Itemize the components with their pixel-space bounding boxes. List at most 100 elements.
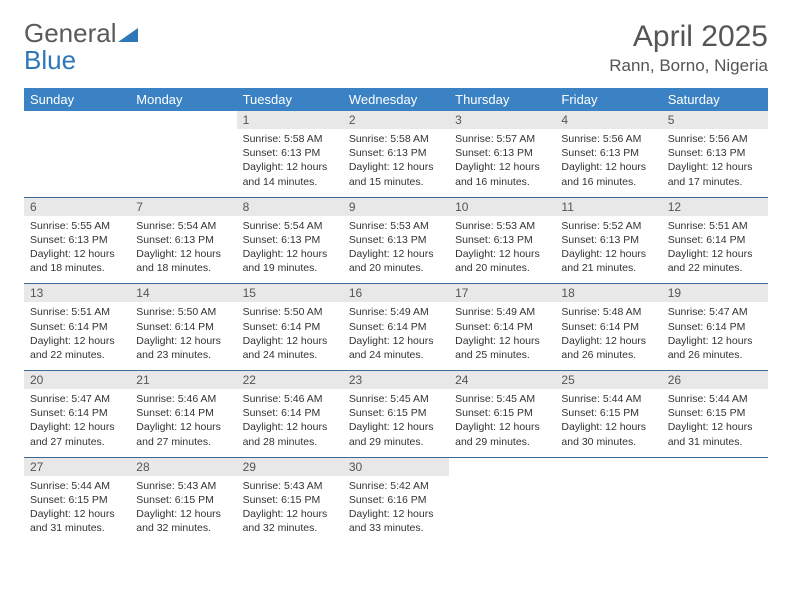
logo: GeneralBlue [24,20,138,75]
day-number: 12 [662,198,768,216]
day-content: Sunrise: 5:52 AMSunset: 6:13 PMDaylight:… [555,216,661,284]
calendar-cell: 11Sunrise: 5:52 AMSunset: 6:13 PMDayligh… [555,197,661,284]
calendar-cell: 22Sunrise: 5:46 AMSunset: 6:14 PMDayligh… [237,371,343,458]
day-content: Sunrise: 5:46 AMSunset: 6:14 PMDaylight:… [237,389,343,457]
day-number: 7 [130,198,236,216]
calendar-cell: 21Sunrise: 5:46 AMSunset: 6:14 PMDayligh… [130,371,236,458]
calendar-cell: 15Sunrise: 5:50 AMSunset: 6:14 PMDayligh… [237,284,343,371]
calendar-cell: 8Sunrise: 5:54 AMSunset: 6:13 PMDaylight… [237,197,343,284]
calendar-cell: 7Sunrise: 5:54 AMSunset: 6:13 PMDaylight… [130,197,236,284]
day-number: 3 [449,111,555,129]
calendar-cell: .. [449,457,555,543]
calendar-cell: 28Sunrise: 5:43 AMSunset: 6:15 PMDayligh… [130,457,236,543]
day-content: Sunrise: 5:58 AMSunset: 6:13 PMDaylight:… [343,129,449,197]
calendar-cell: 19Sunrise: 5:47 AMSunset: 6:14 PMDayligh… [662,284,768,371]
day-content: Sunrise: 5:50 AMSunset: 6:14 PMDaylight:… [237,302,343,370]
calendar-cell: 24Sunrise: 5:45 AMSunset: 6:15 PMDayligh… [449,371,555,458]
day-number: 4 [555,111,661,129]
day-number: 20 [24,371,130,389]
calendar-cell: 4Sunrise: 5:56 AMSunset: 6:13 PMDaylight… [555,111,661,197]
day-number: 5 [662,111,768,129]
day-content: Sunrise: 5:49 AMSunset: 6:14 PMDaylight:… [449,302,555,370]
day-number: 27 [24,458,130,476]
day-number: 26 [662,371,768,389]
calendar-cell: .. [24,111,130,197]
calendar-cell: .. [662,457,768,543]
calendar-cell: 10Sunrise: 5:53 AMSunset: 6:13 PMDayligh… [449,197,555,284]
calendar-week: 13Sunrise: 5:51 AMSunset: 6:14 PMDayligh… [24,284,768,371]
calendar-cell: .. [555,457,661,543]
day-number: 13 [24,284,130,302]
logo-text-2: Blue [24,45,76,75]
day-number: 19 [662,284,768,302]
day-number: 10 [449,198,555,216]
calendar-cell: 2Sunrise: 5:58 AMSunset: 6:13 PMDaylight… [343,111,449,197]
day-content: Sunrise: 5:43 AMSunset: 6:15 PMDaylight:… [237,476,343,544]
day-content: Sunrise: 5:53 AMSunset: 6:13 PMDaylight:… [343,216,449,284]
day-header-wednesday: Wednesday [343,88,449,111]
calendar-cell: 30Sunrise: 5:42 AMSunset: 6:16 PMDayligh… [343,457,449,543]
day-header-sunday: Sunday [24,88,130,111]
day-content: Sunrise: 5:42 AMSunset: 6:16 PMDaylight:… [343,476,449,544]
calendar-cell: 26Sunrise: 5:44 AMSunset: 6:15 PMDayligh… [662,371,768,458]
calendar-cell: .. [130,111,236,197]
day-number: 8 [237,198,343,216]
calendar-week: 6Sunrise: 5:55 AMSunset: 6:13 PMDaylight… [24,197,768,284]
calendar-cell: 14Sunrise: 5:50 AMSunset: 6:14 PMDayligh… [130,284,236,371]
calendar-cell: 20Sunrise: 5:47 AMSunset: 6:14 PMDayligh… [24,371,130,458]
calendar-cell: 17Sunrise: 5:49 AMSunset: 6:14 PMDayligh… [449,284,555,371]
calendar-cell: 1Sunrise: 5:58 AMSunset: 6:13 PMDaylight… [237,111,343,197]
calendar-cell: 16Sunrise: 5:49 AMSunset: 6:14 PMDayligh… [343,284,449,371]
day-number: 21 [130,371,236,389]
calendar-cell: 13Sunrise: 5:51 AMSunset: 6:14 PMDayligh… [24,284,130,371]
day-number: 2 [343,111,449,129]
day-content: Sunrise: 5:46 AMSunset: 6:14 PMDaylight:… [130,389,236,457]
day-content: Sunrise: 5:43 AMSunset: 6:15 PMDaylight:… [130,476,236,544]
calendar-cell: 23Sunrise: 5:45 AMSunset: 6:15 PMDayligh… [343,371,449,458]
day-number: 17 [449,284,555,302]
day-content: Sunrise: 5:56 AMSunset: 6:13 PMDaylight:… [662,129,768,197]
day-number: 28 [130,458,236,476]
day-content: Sunrise: 5:44 AMSunset: 6:15 PMDaylight:… [662,389,768,457]
month-title: April 2025 [609,20,768,54]
day-content: Sunrise: 5:49 AMSunset: 6:14 PMDaylight:… [343,302,449,370]
day-content: Sunrise: 5:47 AMSunset: 6:14 PMDaylight:… [662,302,768,370]
day-content: Sunrise: 5:51 AMSunset: 6:14 PMDaylight:… [24,302,130,370]
calendar-week: ....1Sunrise: 5:58 AMSunset: 6:13 PMDayl… [24,111,768,197]
calendar-body: ....1Sunrise: 5:58 AMSunset: 6:13 PMDayl… [24,111,768,543]
day-number: 11 [555,198,661,216]
day-content: Sunrise: 5:54 AMSunset: 6:13 PMDaylight:… [130,216,236,284]
calendar-cell: 25Sunrise: 5:44 AMSunset: 6:15 PMDayligh… [555,371,661,458]
day-content: Sunrise: 5:51 AMSunset: 6:14 PMDaylight:… [662,216,768,284]
calendar-cell: 12Sunrise: 5:51 AMSunset: 6:14 PMDayligh… [662,197,768,284]
day-content: Sunrise: 5:55 AMSunset: 6:13 PMDaylight:… [24,216,130,284]
day-content: Sunrise: 5:47 AMSunset: 6:14 PMDaylight:… [24,389,130,457]
day-number: 18 [555,284,661,302]
logo-text-1: General [24,18,117,48]
day-header-row: SundayMondayTuesdayWednesdayThursdayFrid… [24,88,768,111]
day-content: Sunrise: 5:54 AMSunset: 6:13 PMDaylight:… [237,216,343,284]
calendar-cell: 27Sunrise: 5:44 AMSunset: 6:15 PMDayligh… [24,457,130,543]
day-content: Sunrise: 5:44 AMSunset: 6:15 PMDaylight:… [555,389,661,457]
day-header-saturday: Saturday [662,88,768,111]
day-content: Sunrise: 5:58 AMSunset: 6:13 PMDaylight:… [237,129,343,197]
day-header-thursday: Thursday [449,88,555,111]
day-number: 9 [343,198,449,216]
calendar-week: 20Sunrise: 5:47 AMSunset: 6:14 PMDayligh… [24,371,768,458]
day-number: 23 [343,371,449,389]
day-content: Sunrise: 5:45 AMSunset: 6:15 PMDaylight:… [449,389,555,457]
title-block: April 2025 Rann, Borno, Nigeria [609,20,768,76]
day-content: Sunrise: 5:48 AMSunset: 6:14 PMDaylight:… [555,302,661,370]
day-number: 25 [555,371,661,389]
day-number: 15 [237,284,343,302]
day-content: Sunrise: 5:44 AMSunset: 6:15 PMDaylight:… [24,476,130,544]
day-number: 1 [237,111,343,129]
day-number: 6 [24,198,130,216]
calendar-cell: 9Sunrise: 5:53 AMSunset: 6:13 PMDaylight… [343,197,449,284]
day-header-monday: Monday [130,88,236,111]
calendar-week: 27Sunrise: 5:44 AMSunset: 6:15 PMDayligh… [24,457,768,543]
location: Rann, Borno, Nigeria [609,56,768,76]
day-header-friday: Friday [555,88,661,111]
day-number: 29 [237,458,343,476]
day-number: 22 [237,371,343,389]
